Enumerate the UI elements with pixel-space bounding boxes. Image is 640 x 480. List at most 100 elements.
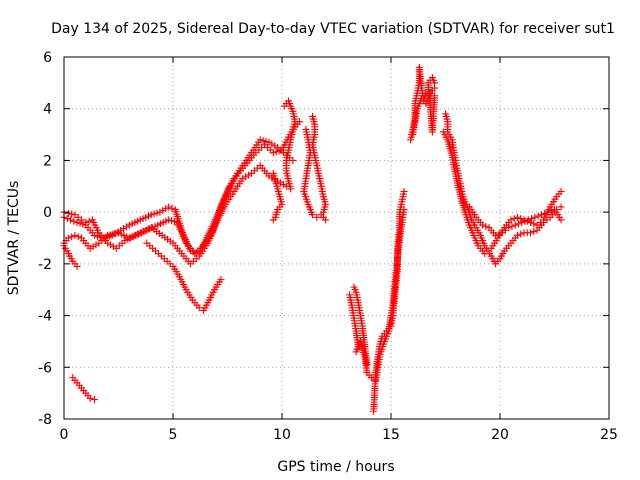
data-point (527, 229, 535, 237)
data-point (530, 220, 538, 228)
data-point (322, 216, 330, 224)
data-point (259, 137, 267, 145)
data-point (363, 361, 371, 369)
data-point (511, 221, 519, 229)
data-point (534, 212, 542, 220)
data-point (162, 205, 170, 213)
data-point (68, 210, 76, 218)
data-point (479, 221, 487, 229)
data-point (91, 396, 99, 404)
data-point (557, 187, 565, 195)
data-point (239, 175, 247, 183)
data-point (168, 204, 176, 212)
data-point (217, 275, 225, 283)
data-point (313, 213, 321, 221)
data-point (507, 216, 515, 224)
data-point (269, 149, 277, 157)
x-tick-label: 20 (491, 427, 509, 443)
data-point (170, 218, 178, 226)
data-point (262, 137, 270, 145)
data-point (508, 222, 516, 230)
y-tick-label: 0 (43, 205, 52, 221)
data-point (77, 216, 85, 224)
data-point (277, 179, 285, 187)
data-point (287, 185, 295, 193)
data-point (105, 232, 113, 240)
data-point (557, 203, 565, 211)
data-point (85, 217, 93, 225)
data-point (537, 211, 545, 219)
data-point (517, 230, 525, 238)
y-tick-label: -6 (38, 360, 52, 376)
data-point (79, 220, 87, 228)
data-point (91, 231, 99, 239)
y-tick-labels: -8 -6 -4 -2 0 2 4 6 (38, 50, 52, 428)
data-point (541, 209, 549, 217)
data-point (73, 262, 81, 270)
data-point (93, 232, 101, 240)
data-point (521, 217, 529, 225)
data-point (104, 239, 112, 247)
data-point (73, 218, 81, 226)
data-point (89, 243, 97, 251)
data-point (279, 181, 287, 189)
data-point (64, 234, 72, 242)
data-point (510, 215, 518, 223)
data-point (189, 248, 197, 256)
data-point (165, 203, 173, 211)
data-point (120, 225, 128, 233)
data-point (156, 208, 164, 216)
data-point (517, 215, 525, 223)
data-point (245, 171, 253, 179)
data-point (186, 247, 194, 255)
data-point (150, 210, 158, 218)
x-tick-labels: 0 5 10 15 20 25 (60, 427, 618, 443)
data-point (63, 215, 71, 223)
data-point (64, 209, 72, 217)
data-point (67, 216, 75, 224)
data-point (109, 243, 117, 251)
data-point (524, 216, 532, 224)
y-tick-label: -2 (38, 257, 52, 273)
x-tick-label: 10 (273, 427, 291, 443)
data-point (495, 230, 503, 238)
data-point (400, 206, 408, 214)
data-point (86, 244, 94, 252)
chart-title: Day 134 of 2025, Sidereal Day-to-day VTE… (51, 21, 615, 37)
data-point (92, 241, 100, 249)
x-axis-label: GPS time / hours (277, 459, 394, 475)
data-point (513, 213, 521, 221)
data-point (531, 213, 539, 221)
data-marks (60, 63, 565, 415)
data-point (289, 156, 297, 164)
data-point (86, 394, 94, 402)
data-point (482, 222, 490, 230)
data-point (153, 209, 161, 217)
data-point (242, 173, 250, 181)
x-tick-label: 15 (382, 427, 400, 443)
data-point (518, 218, 526, 226)
data-point (547, 207, 555, 215)
data-point (319, 208, 327, 216)
axis-ticks (63, 56, 610, 420)
data-point (515, 220, 523, 228)
x-tick-label: 5 (169, 427, 178, 443)
y-tick-label: 4 (43, 102, 52, 118)
data-point (192, 249, 200, 257)
data-point (102, 233, 110, 241)
x-tick-label: 0 (60, 427, 69, 443)
y-axis-label: SDTVAR / TECUs (6, 181, 22, 296)
data-point (107, 241, 115, 249)
data-point (269, 216, 277, 224)
data-point (492, 231, 500, 239)
data-point (272, 148, 280, 156)
data-point (530, 228, 538, 236)
data-point (168, 217, 176, 225)
y-tick-label: -8 (38, 412, 52, 428)
grid-lines (64, 57, 609, 419)
data-point (271, 142, 279, 150)
data-point (256, 136, 264, 144)
data-point (268, 140, 276, 148)
y-tick-label: 2 (43, 153, 52, 169)
